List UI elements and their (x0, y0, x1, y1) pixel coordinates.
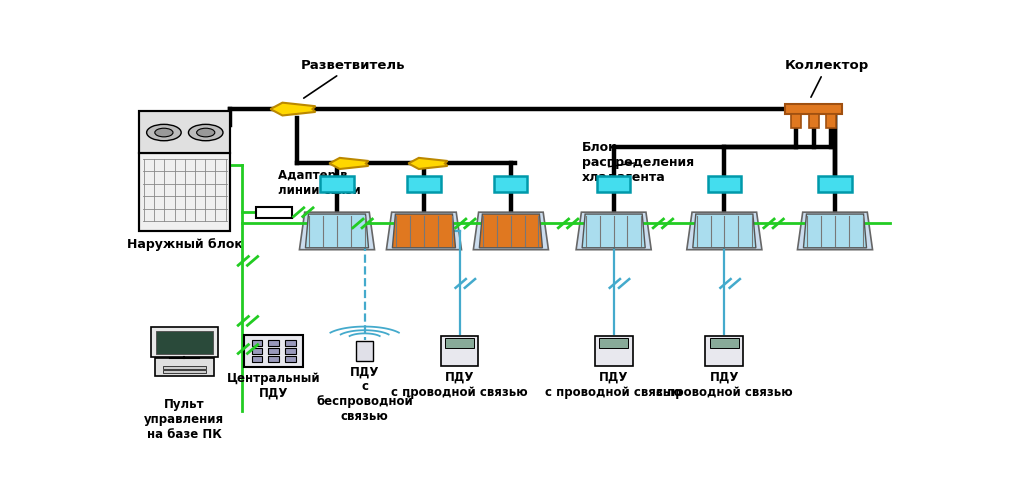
Bar (284, 356, 296, 362)
Bar (155, 358, 214, 376)
Bar (252, 340, 262, 346)
Bar (596, 176, 630, 192)
Text: Наружный блок: Наружный блок (127, 239, 243, 251)
Bar (494, 176, 527, 192)
Bar (140, 111, 230, 153)
Bar (162, 366, 206, 369)
Bar (268, 340, 279, 346)
Bar (162, 371, 206, 374)
Circle shape (147, 124, 181, 141)
Polygon shape (686, 212, 761, 250)
Bar (284, 340, 296, 346)
Text: ПДУ
с
беспроводной
связью: ПДУ с беспроводной связью (316, 365, 413, 423)
Polygon shape (305, 214, 368, 248)
Bar (320, 176, 354, 192)
Polygon shape (582, 214, 645, 248)
Bar (817, 176, 851, 192)
Bar (705, 336, 743, 366)
Bar (440, 336, 478, 366)
Bar (709, 337, 738, 349)
Bar (791, 114, 801, 128)
Polygon shape (803, 214, 866, 248)
Text: ПДУ
с проводной связью: ПДУ с проводной связью (655, 371, 792, 399)
Polygon shape (576, 212, 650, 250)
Bar (252, 356, 262, 362)
Text: Пульт
управления
на базе ПК: Пульт управления на базе ПК (145, 398, 224, 441)
Text: Адаптер в
линии связи: Адаптер в линии связи (277, 169, 360, 197)
Bar (156, 331, 213, 355)
Circle shape (189, 124, 223, 141)
Text: ПДУ
с проводной связью: ПДУ с проводной связью (391, 371, 527, 399)
Bar (151, 327, 218, 356)
Bar (594, 336, 632, 366)
Bar (707, 176, 740, 192)
Circle shape (155, 128, 173, 137)
Polygon shape (329, 158, 368, 169)
Bar (785, 104, 842, 114)
Polygon shape (692, 214, 755, 248)
Bar (252, 348, 262, 354)
Bar (256, 206, 291, 218)
Text: Коллектор: Коллектор (785, 58, 868, 97)
Bar (407, 176, 440, 192)
Text: ПДУ
с проводной связью: ПДУ с проводной связью (545, 371, 682, 399)
Bar (825, 114, 836, 128)
Bar (140, 111, 230, 231)
Bar (598, 337, 628, 349)
Bar (808, 114, 818, 128)
Bar (284, 348, 296, 354)
Polygon shape (270, 103, 315, 115)
Bar (356, 340, 373, 361)
Polygon shape (473, 212, 548, 250)
Polygon shape (408, 158, 447, 169)
Polygon shape (392, 214, 455, 248)
Bar (444, 337, 474, 349)
Bar (268, 356, 279, 362)
Text: Центральный
ПДУ: Центральный ПДУ (226, 372, 320, 399)
Polygon shape (797, 212, 871, 250)
Bar (268, 348, 279, 354)
Bar (140, 153, 230, 231)
Bar (244, 335, 303, 367)
Text: Разветвитель: Разветвитель (301, 58, 405, 98)
Polygon shape (300, 212, 374, 250)
Circle shape (197, 128, 215, 137)
Polygon shape (479, 214, 542, 248)
Text: Блок
распределения
хладагента: Блок распределения хладагента (582, 141, 694, 184)
Polygon shape (386, 212, 461, 250)
